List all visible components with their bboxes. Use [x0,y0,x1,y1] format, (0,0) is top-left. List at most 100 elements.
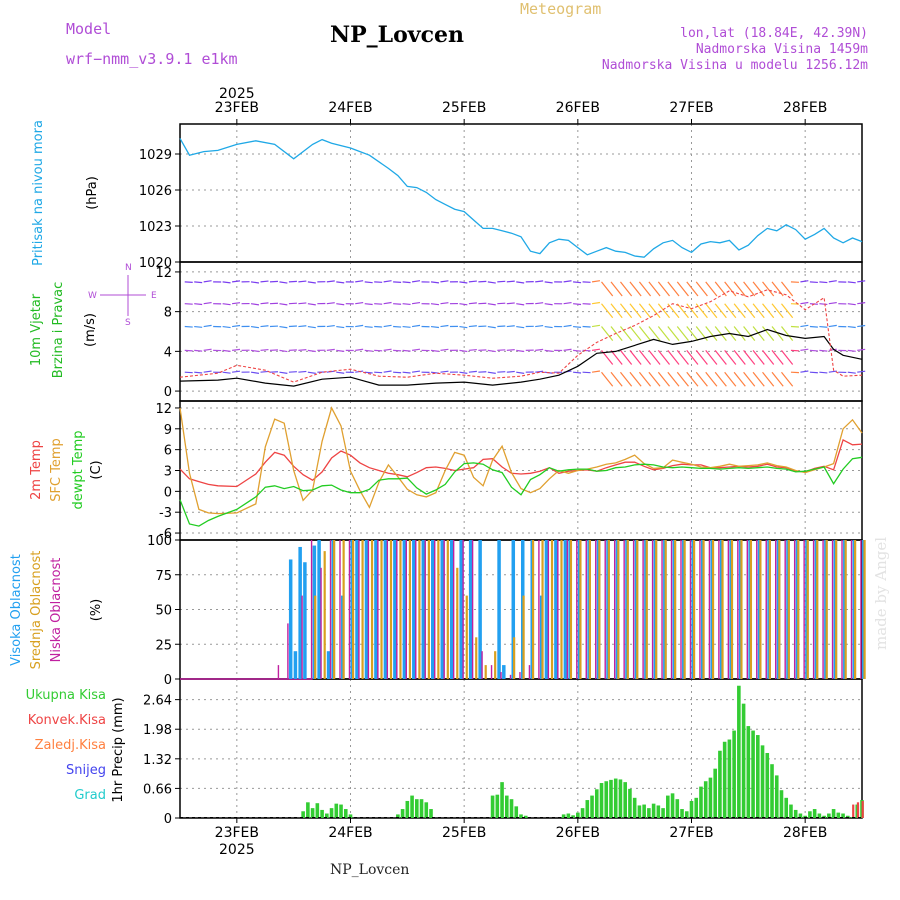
cloud-bar [563,540,568,679]
y-tick-label: 25 [155,638,172,653]
precip-bar [841,813,845,818]
wind-barb [638,326,652,342]
wind-barb [459,281,468,284]
cloud-bar [358,540,360,679]
wind-barb [307,349,316,353]
wind-barb [411,280,421,283]
y-tick-label: 2.64 [143,694,172,709]
wind-barb [857,370,866,373]
wind-barb [610,371,623,387]
cloud-bar [497,540,501,679]
cloud-bar [361,540,364,679]
precip-bar [831,809,836,818]
wind-barb [857,280,866,283]
cloud-bar [816,540,819,679]
cloud-bar [367,540,370,679]
wind-barb [535,370,544,373]
wind-barb [393,349,402,352]
wind-barb [743,371,756,387]
wind-barb [819,281,828,284]
precip-bar [514,806,519,818]
precip-bar [666,795,670,818]
wind-barb [411,348,421,351]
cloud-bar [490,665,493,679]
wind-barb [733,371,746,387]
wind-barb [430,303,440,306]
wind-barb [657,349,671,365]
precip-bar [310,808,315,818]
wind-dir-S: S [125,318,131,328]
cloud-bar [377,540,379,679]
wind-barb [222,281,231,284]
wind-barb [544,303,553,306]
cloud-bar [693,540,696,679]
wind-barb [468,370,477,373]
cloud-bar [320,567,322,679]
wind-barb [714,349,727,365]
y-tick-label: -3 [159,506,172,521]
cloud-bar [702,540,705,679]
wind-barb [288,349,297,351]
wind-barb [250,349,260,353]
wind-barb [819,325,828,328]
wind-barb [619,371,633,387]
precip-bar [396,814,400,818]
precip-bar [774,775,779,818]
cloud-bar [333,540,336,679]
precip-bar [580,808,585,818]
precip-bar [684,811,689,818]
precip-bar [410,795,414,818]
wind-barb [326,302,335,305]
precip-bar [576,812,580,818]
wind-barb [468,325,477,328]
cloud-bar [664,540,667,679]
precip-bar [793,809,798,818]
wind-barb [250,325,260,329]
wind-barb [619,303,633,319]
precip-bar [561,814,566,818]
wind-barb [516,281,525,284]
precip-bar [703,781,708,818]
cloud-bar [348,540,351,679]
precip-bar [760,745,765,818]
precip-bar [306,802,310,818]
wind-barb [336,325,345,329]
wind-barb [440,324,449,328]
wind-barb [809,281,818,284]
wind-barb [184,349,193,352]
cloud-bar [301,595,303,679]
temp-unit: (C) [89,460,104,479]
y-tick-label: 50 [155,604,172,619]
cloud-bar [576,540,578,679]
cloud-bar [617,540,620,679]
wind-barb [601,281,614,297]
wind-barb [667,281,680,297]
wind-barb [686,303,699,319]
cloud-bar [645,540,648,679]
y-tick-label: 75 [155,569,172,584]
wind-barb [781,326,794,342]
wind-barb [402,349,411,352]
wind-barb [203,370,212,373]
wind-barb [184,371,193,374]
wind-barb [667,349,680,365]
wind-barb [506,370,515,373]
wind-barb [298,348,307,351]
year-label-bottom: 2025 [219,842,255,858]
precip-bar [419,799,424,818]
wind-barb [657,281,671,297]
wind-barb [194,349,203,352]
cloud-bar [494,651,497,679]
wind-unit: (m/s) [83,313,98,347]
y-tick-label: 12 [155,402,172,417]
wind-barb [440,302,449,305]
wind-barb [573,371,582,374]
y-tick-label: 1029 [139,148,172,163]
x-tick-label-top: 24FEB [328,100,372,116]
cloud-bar [424,540,426,679]
precip-bar [329,808,334,818]
wind-barb [667,371,680,387]
precip-bar [495,794,500,818]
precip-bar [727,739,732,818]
cloud-bar [651,540,654,679]
